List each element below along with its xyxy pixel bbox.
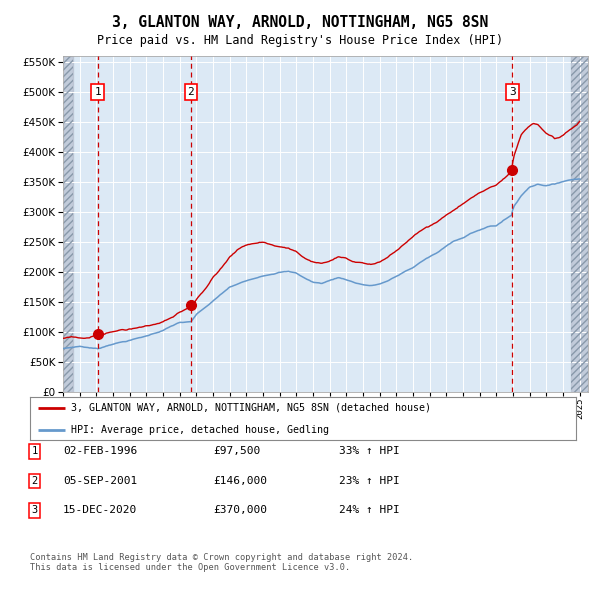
Text: 05-SEP-2001: 05-SEP-2001	[63, 476, 137, 486]
Text: 33% ↑ HPI: 33% ↑ HPI	[339, 447, 400, 456]
Text: Price paid vs. HM Land Registry's House Price Index (HPI): Price paid vs. HM Land Registry's House …	[97, 34, 503, 47]
Text: 3, GLANTON WAY, ARNOLD, NOTTINGHAM, NG5 8SN: 3, GLANTON WAY, ARNOLD, NOTTINGHAM, NG5 …	[112, 15, 488, 30]
Text: 2: 2	[188, 87, 194, 97]
Text: £370,000: £370,000	[213, 506, 267, 515]
Text: 3, GLANTON WAY, ARNOLD, NOTTINGHAM, NG5 8SN (detached house): 3, GLANTON WAY, ARNOLD, NOTTINGHAM, NG5 …	[71, 403, 431, 412]
Text: HPI: Average price, detached house, Gedling: HPI: Average price, detached house, Gedl…	[71, 425, 329, 435]
Text: 15-DEC-2020: 15-DEC-2020	[63, 506, 137, 515]
Text: 1: 1	[32, 447, 38, 456]
Text: 24% ↑ HPI: 24% ↑ HPI	[339, 506, 400, 515]
Bar	[63, 56, 73, 392]
Bar	[571, 56, 588, 392]
Text: Contains HM Land Registry data © Crown copyright and database right 2024.: Contains HM Land Registry data © Crown c…	[30, 553, 413, 562]
Text: 3: 3	[509, 87, 516, 97]
Text: This data is licensed under the Open Government Licence v3.0.: This data is licensed under the Open Gov…	[30, 563, 350, 572]
Text: 2: 2	[32, 476, 38, 486]
Bar	[63, 56, 73, 392]
Text: 23% ↑ HPI: 23% ↑ HPI	[339, 476, 400, 486]
Text: 3: 3	[32, 506, 38, 515]
Text: £146,000: £146,000	[213, 476, 267, 486]
Text: 02-FEB-1996: 02-FEB-1996	[63, 447, 137, 456]
Text: £97,500: £97,500	[213, 447, 260, 456]
Bar	[571, 56, 588, 392]
Text: 1: 1	[94, 87, 101, 97]
